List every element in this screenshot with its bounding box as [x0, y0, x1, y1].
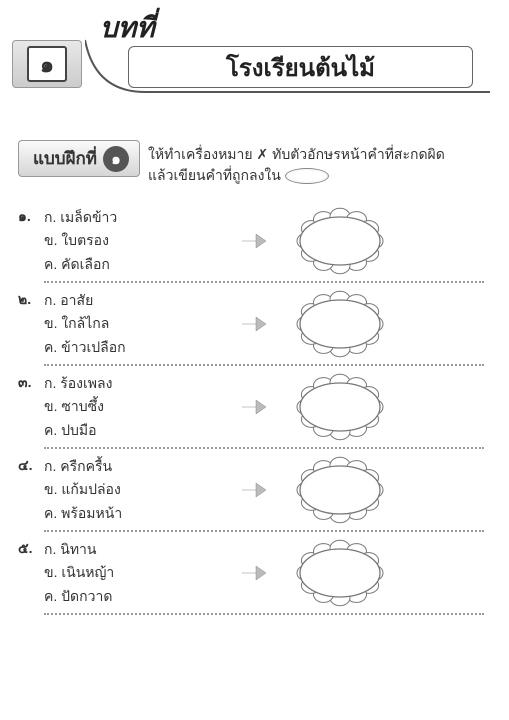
arrow-icon — [238, 558, 268, 588]
question-list: ๑. ก. เมล็ดข้าว ข. ใบตรอง ค. คัดเลือก ๒. — [18, 200, 491, 615]
question-number: ๓. — [18, 372, 44, 441]
chapter-number: ๑ — [27, 46, 67, 82]
exercise-number: ๑ — [103, 146, 129, 172]
question-row: ๓. ก. ร้องเพลง ข. ซาบซึ้ง ค. ปบมือ — [18, 366, 491, 445]
choice-c[interactable]: ค. ข้าวเปลือก — [44, 336, 126, 359]
choice-b[interactable]: ข. เนินหญ้า — [44, 561, 114, 584]
choice-c[interactable]: ค. พร้อมหน้า — [44, 502, 122, 525]
exercise-label: แบบฝึกที่ — [33, 145, 97, 172]
chapter-number-tag: ๑ — [12, 40, 82, 88]
question-row: ๔. ก. ครืกครื้น ข. แก้มปล่อง ค. พร้อมหน้… — [18, 449, 491, 528]
choice-list: ก. เมล็ดข้าว ข. ใบตรอง ค. คัดเลือก — [44, 206, 117, 275]
arrow-icon — [238, 309, 268, 339]
choice-b[interactable]: ข. ใบตรอง — [44, 229, 117, 252]
answer-flower[interactable] — [270, 538, 410, 608]
question-row: ๒. ก. อาสัย ข. ใกล้ไกล ค. ข้าวเปลือก — [18, 283, 491, 362]
instruction-line1: ให้ทำเครื่องหมาย ✗ ทับตัวอักษรหน้าคำที่ส… — [148, 146, 445, 162]
choice-list: ก. อาสัย ข. ใกล้ไกล ค. ข้าวเปลือก — [44, 289, 126, 358]
answer-flower[interactable] — [270, 289, 410, 359]
choice-c[interactable]: ค. ปบมือ — [44, 419, 112, 442]
exercise-label-pill: แบบฝึกที่ ๑ — [18, 140, 140, 177]
divider-dots — [44, 613, 484, 615]
question-number: ๕. — [18, 538, 44, 607]
choice-c[interactable]: ค. ปัดกวาด — [44, 585, 114, 608]
choice-a[interactable]: ก. เมล็ดข้าว — [44, 206, 117, 229]
answer-flower[interactable] — [270, 206, 410, 276]
answer-oval-icon — [285, 168, 329, 184]
answer-flower[interactable] — [270, 455, 410, 525]
choice-a[interactable]: ก. ร้องเพลง — [44, 372, 112, 395]
arrow-icon — [238, 392, 268, 422]
question-number: ๒. — [18, 289, 44, 358]
choice-a[interactable]: ก. ครืกครื้น — [44, 455, 122, 478]
exercise-header: แบบฝึกที่ ๑ ให้ทำเครื่องหมาย ✗ ทับตัวอัก… — [18, 140, 491, 186]
choice-b[interactable]: ข. ซาบซึ้ง — [44, 395, 112, 418]
choice-a[interactable]: ก. นิทาน — [44, 538, 114, 561]
choice-b[interactable]: ข. แก้มปล่อง — [44, 478, 122, 501]
choice-list: ก. ร้องเพลง ข. ซาบซึ้ง ค. ปบมือ — [44, 372, 112, 441]
arrow-icon — [238, 226, 268, 256]
choice-list: ก. ครืกครื้น ข. แก้มปล่อง ค. พร้อมหน้า — [44, 455, 122, 524]
answer-flower[interactable] — [270, 372, 410, 442]
question-number: ๑. — [18, 206, 44, 275]
choice-c[interactable]: ค. คัดเลือก — [44, 253, 117, 276]
chapter-title: โรงเรียนต้นไม้ — [128, 46, 473, 88]
choice-list: ก. นิทาน ข. เนินหญ้า ค. ปัดกวาด — [44, 538, 114, 607]
question-number: ๔. — [18, 455, 44, 524]
question-row: ๕. ก. นิทาน ข. เนินหญ้า ค. ปัดกวาด — [18, 532, 491, 611]
question-row: ๑. ก. เมล็ดข้าว ข. ใบตรอง ค. คัดเลือก — [18, 200, 491, 279]
instruction-line2: แล้วเขียนคำที่ถูกลงใน — [148, 167, 281, 183]
arrow-icon — [238, 475, 268, 505]
choice-a[interactable]: ก. อาสัย — [44, 289, 126, 312]
choice-b[interactable]: ข. ใกล้ไกล — [44, 312, 126, 335]
chapter-header: ๑ บทที่ โรงเรียนต้นไม้ — [0, 0, 509, 105]
exercise-instruction: ให้ทำเครื่องหมาย ✗ ทับตัวอักษรหน้าคำที่ส… — [148, 140, 445, 186]
